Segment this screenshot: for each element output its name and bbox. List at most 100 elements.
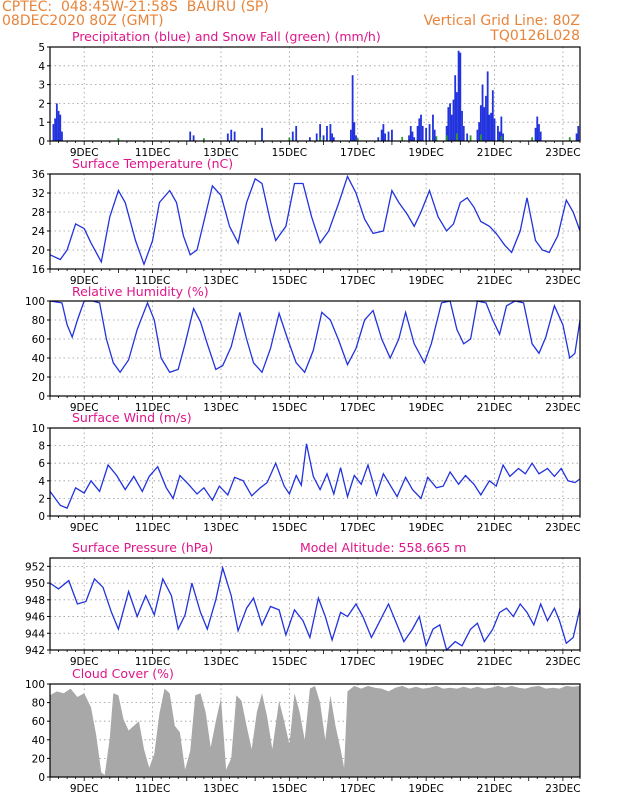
green-bar [356,138,359,141]
y-tick-label: 8 [38,441,45,453]
y-tick-label: 2 [38,98,45,110]
blue-bar [384,133,386,141]
blue-bar [502,133,504,141]
green-bar [202,138,205,141]
blue-bar [413,137,416,141]
x-tick-label: 9DEC [70,147,99,159]
panel-frame [49,557,581,651]
blue-bar [226,133,229,141]
blue-bar [420,114,422,141]
x-tick-label: 19DEC [408,656,443,668]
blue-bar [421,125,424,141]
x-tick-label: 21DEC [477,147,512,159]
blue-bar [382,124,385,141]
y-tick-label: 6 [38,458,45,470]
blue-bar [192,135,195,141]
blue-bar [447,107,450,141]
x-tick-label: 17DEC [340,402,375,414]
run-code: TQ0126L028 [490,28,580,44]
y-tick-label: 0 [38,772,45,784]
x-tick-label: 15DEC [272,522,307,534]
y-tick-label: 4 [38,61,45,73]
y-tick-label: 60 [32,334,45,346]
y-tick-label: 20 [32,372,45,384]
blue-bar [466,133,469,141]
panel-title: Surface Temperature (nC) [72,156,233,171]
blue-bar [485,95,487,141]
blue-bar [479,105,482,141]
blue-bar [449,103,451,141]
panel-title: Relative Humidity (%) [72,284,209,299]
blue-bar [491,90,494,141]
blue-bar [308,137,311,141]
y-tick-label: 36 [32,169,46,181]
blue-bar [54,118,57,141]
blue-bar [189,131,192,141]
x-tick-label: 9DEC [70,783,99,795]
x-tick-label: 23DEC [545,783,580,795]
blue-bar [355,135,357,141]
x-tick-label: 21DEC [477,402,512,414]
x-tick-label: 11DEC [135,522,170,534]
green-bar [319,137,322,141]
x-tick-label: 11DEC [135,402,170,414]
x-tick-label: 19DEC [408,275,443,287]
blue-bar [498,131,501,141]
y-tick-label: 0 [38,511,45,523]
panel-annotation: Model Altitude: 558.665 m [300,540,466,555]
green-bar [568,137,571,141]
panel-title: Surface Pressure (hPa) [72,540,213,555]
x-tick-label: 13DEC [203,402,238,414]
x-tick-label: 15DEC [272,147,307,159]
blue-bar [295,125,298,141]
panel-frame [49,173,581,270]
x-tick-label: 21DEC [477,656,512,668]
x-tick-label: 13DEC [203,147,238,159]
blue-bar [326,125,328,141]
x-tick-label: 13DEC [203,522,238,534]
x-tick-label: 21DEC [477,783,512,795]
x-tick-label: 15DEC [272,656,307,668]
cloud-area [50,685,580,777]
y-tick-label: 40 [32,353,45,365]
x-tick-label: 23DEC [545,402,580,414]
blue-bar [55,103,58,141]
x-tick-label: 15DEC [272,783,307,795]
y-tick-label: 100 [25,679,45,691]
blue-bar [291,131,294,141]
blue-bar [457,50,460,142]
x-tick-label: 17DEC [340,783,375,795]
blue-bar [416,125,419,141]
blue-bar [411,131,414,141]
blue-bar [319,124,322,141]
y-tick-label: 948 [25,595,45,607]
panel-frame [49,300,581,397]
blue-bar [452,99,455,141]
panel-title: Cloud Cover (%) [72,666,174,681]
humidity-line [49,300,581,374]
blue-bar [261,127,263,141]
x-tick-label: 19DEC [408,402,443,414]
x-tick-label: 13DEC [203,783,238,795]
x-tick-label: 23DEC [545,522,580,534]
blue-bar [577,125,580,141]
grid-note: Vertical Grid Line: 80Z [423,13,580,29]
blue-bar [353,122,356,141]
y-tick-label: 952 [25,561,45,573]
blue-bar [387,131,390,141]
chart-header: CPTEC: 048:45W-21:58S BAURU (SP) 08DEC20… [0,0,618,46]
blue-bar [418,118,421,141]
x-tick-label: 9DEC [70,275,99,287]
x-tick-label: 13DEC [203,275,238,287]
blue-bar [329,124,332,141]
blue-bar [428,124,431,141]
y-tick-label: 80 [32,698,45,710]
blue-bar [445,125,448,141]
blue-bar [350,129,352,141]
y-tick-label: 20 [32,245,45,257]
y-tick-label: 20 [32,753,45,765]
blue-bar [380,129,383,141]
blue-bar [483,107,486,141]
x-tick-label: 9DEC [70,522,99,534]
x-tick-label: 21DEC [477,275,512,287]
